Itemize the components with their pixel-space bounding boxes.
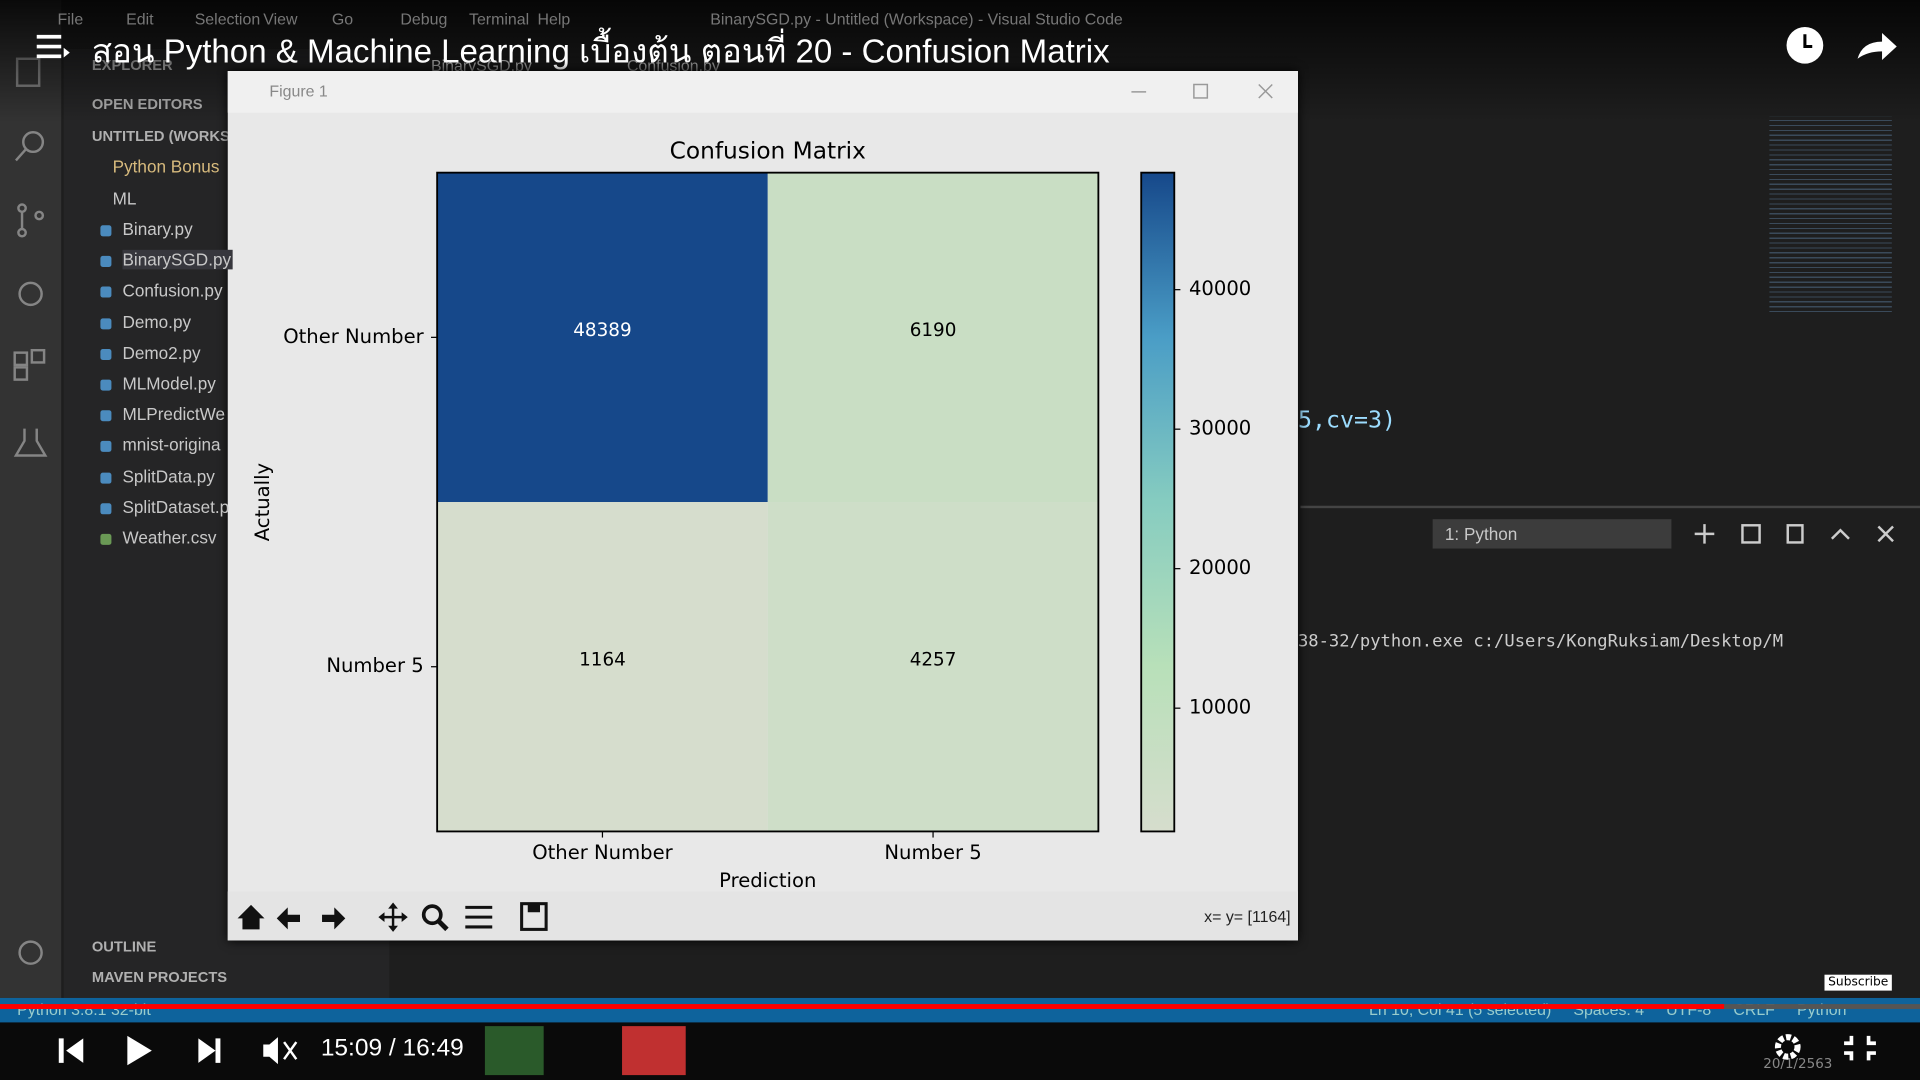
tab[interactable]: Confusion.py [626, 56, 720, 75]
video-time: 15:09 / 16:49 [320, 1034, 464, 1062]
file[interactable]: Confusion.py [122, 280, 223, 301]
task-icon[interactable] [484, 1026, 544, 1076]
code-line: 5,cv=3) [1297, 406, 1397, 434]
cell [437, 502, 768, 832]
file-icon [100, 503, 112, 515]
menu-item[interactable]: File [57, 9, 84, 29]
taskbar-date: 20/1/2563 [1763, 1055, 1833, 1072]
menu-item[interactable]: Go [331, 9, 354, 29]
file[interactable]: Demo2.py [122, 342, 201, 363]
x-tick-label: Number 5 [884, 841, 981, 864]
menu-item[interactable]: Debug [400, 9, 448, 29]
subscribe[interactable]: Subscribe [1824, 974, 1893, 991]
player-right[interactable] [1771, 1029, 1893, 1071]
file[interactable]: Weather.csv [122, 527, 217, 548]
colorbar [1140, 171, 1176, 833]
file-icon [100, 348, 112, 360]
activity-icons [13, 57, 48, 965]
video-title: สอน Python & Machine Learning เบื้องต้น … [91, 33, 1110, 70]
figure-window: Figure 1 x= y= [1164] 48389 6190 1164 4257 O… [227, 71, 1298, 941]
chart-title: Confusion Matrix [670, 137, 866, 164]
progress[interactable] [0, 1004, 1725, 1009]
cell-label: 48389 [573, 320, 631, 341]
outline[interactable]: OUTLINE [91, 937, 157, 956]
cell-label: 1164 [579, 650, 626, 671]
file-icon [100, 533, 112, 545]
folder[interactable]: Python Bonus [112, 156, 220, 177]
menu-item[interactable]: Edit [126, 9, 154, 29]
figure-title: Figure 1 [269, 82, 328, 101]
cell [767, 172, 1099, 503]
file-icon [100, 441, 112, 453]
file-icon [100, 410, 112, 422]
panel-border [1300, 505, 1920, 509]
workspace[interactable]: UNTITLED (WORKS [91, 127, 230, 145]
folder[interactable]: ML [112, 188, 137, 209]
cell-label: 6190 [910, 320, 957, 341]
coords: x= y= [1164] [1204, 907, 1291, 926]
menu-item[interactable]: View [263, 9, 298, 29]
colorbar-tick-label: 40000 [1189, 277, 1251, 300]
plot-frame [436, 171, 1100, 833]
status-bar [0, 997, 1920, 1023]
menu-icon[interactable] [34, 32, 71, 64]
file-icon [100, 256, 112, 268]
y-tick-label: Other Number [283, 325, 424, 348]
file[interactable]: Demo.py [122, 311, 192, 332]
activity-bar [0, 0, 62, 998]
chart: 48389 6190 1164 4257 Other Number Number 5 Oth… [251, 137, 1251, 891]
cell [767, 502, 1099, 832]
colorbar-tick-label: 20000 [1189, 556, 1251, 579]
file[interactable]: SplitDataset.p [122, 496, 230, 517]
x-tick-label: Other Number [532, 841, 673, 864]
maven[interactable]: MAVEN PROJECTS [91, 968, 228, 986]
panel-actions[interactable] [1690, 519, 1898, 548]
menu-item[interactable]: Terminal [468, 9, 530, 29]
terminal-selector[interactable]: 1: Python [1432, 519, 1672, 549]
x-axis-label: Prediction [719, 869, 816, 891]
minimap [1769, 116, 1892, 313]
file-icon [100, 317, 112, 329]
toolbar-icons[interactable] [233, 898, 564, 940]
figure-titlebar [227, 71, 1298, 113]
player-bar [0, 1022, 1920, 1080]
colorbar-tick-label: 10000 [1189, 696, 1251, 719]
file-icon [100, 379, 112, 391]
player-controls[interactable] [12, 1026, 330, 1075]
window-title: BinarySGD.py - Untitled (Workspace) - Vi… [710, 9, 1123, 29]
file-icon [100, 472, 112, 484]
video-actions[interactable] [1782, 24, 1904, 68]
cell [437, 172, 768, 503]
file[interactable]: MLPredictWe [122, 404, 226, 424]
y-axis-label: Actually [251, 463, 274, 541]
file[interactable]: MLModel.py [122, 373, 216, 394]
terminal-line: 38-32/python.exe c:/Users/KongRuksiam/De… [1297, 631, 1784, 652]
file[interactable]: Binary.py [122, 219, 193, 239]
colorbar-tick-label: 30000 [1189, 417, 1251, 440]
window-controls[interactable] [1122, 78, 1293, 105]
file-icon [100, 225, 112, 237]
y-tick-label: Number 5 [326, 654, 423, 677]
tab[interactable]: BinarySGD.py [431, 56, 532, 75]
file[interactable]: BinarySGD.py [122, 250, 233, 270]
menu-item[interactable]: Help [537, 9, 571, 29]
menu-item[interactable]: Selection [194, 9, 261, 29]
cell-label: 4257 [910, 650, 957, 671]
file[interactable]: SplitData.py [122, 466, 215, 486]
task-icon[interactable] [622, 1026, 686, 1076]
file[interactable]: mnist-origina [122, 435, 221, 455]
file-icon [100, 287, 112, 299]
